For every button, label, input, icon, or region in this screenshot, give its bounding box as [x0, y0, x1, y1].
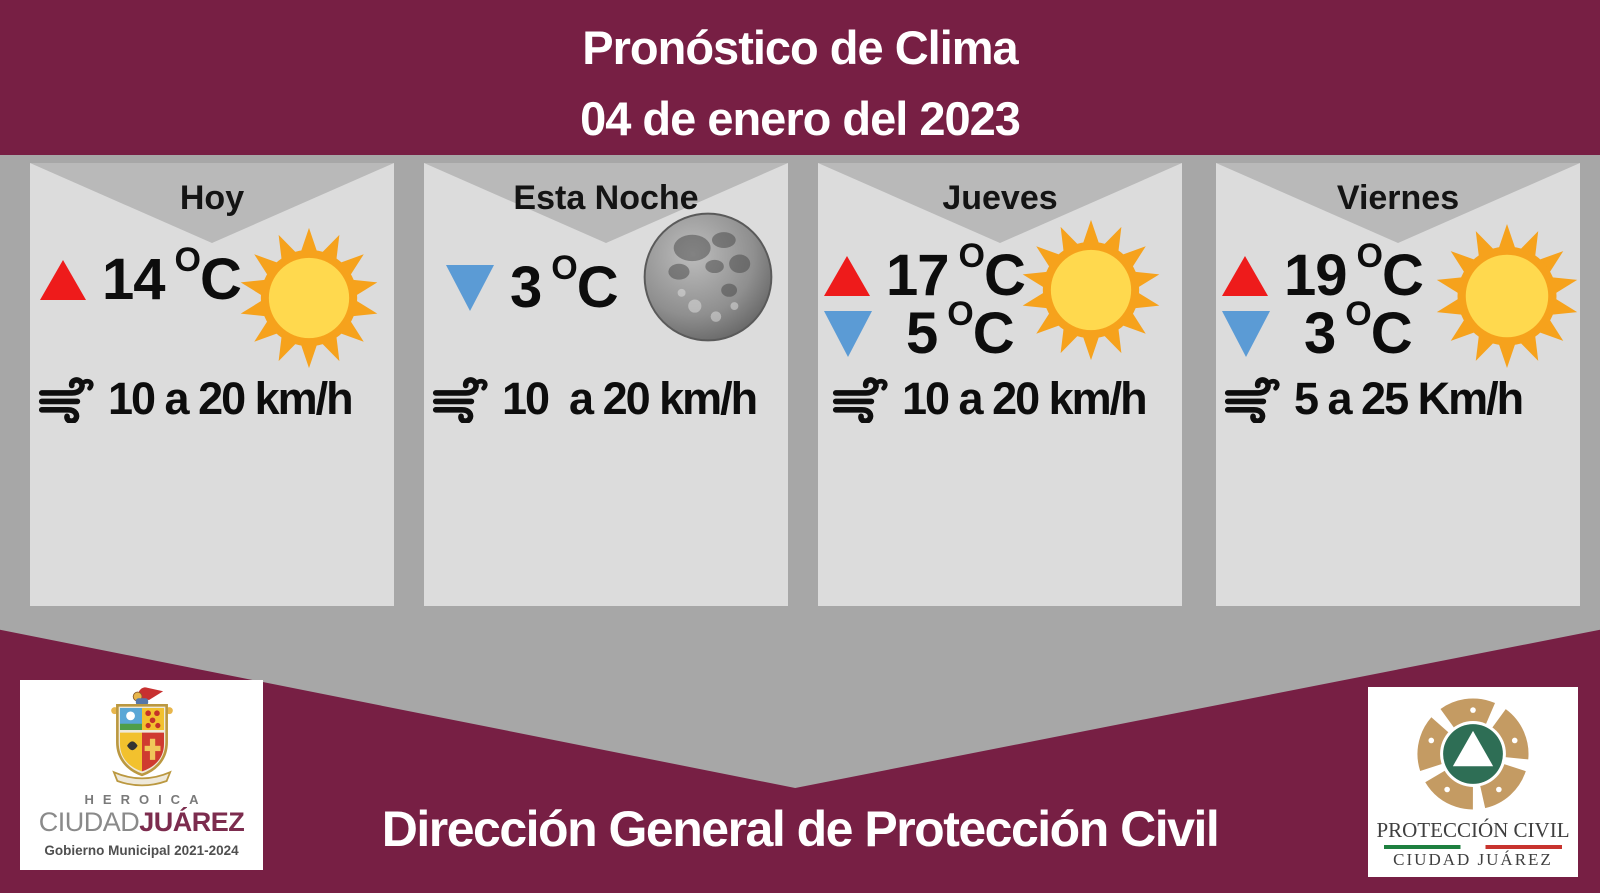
sun-icon — [1018, 217, 1164, 363]
temp-unit: C — [972, 301, 1015, 366]
wind-icon — [38, 376, 98, 423]
wind-row: 10 a 20 km/h — [832, 373, 1148, 425]
degree-sup: O — [551, 249, 577, 287]
proteccion-civil-logo: PROTECCIÓN CIVIL CIUDAD JUÁREZ — [1368, 687, 1578, 877]
up-triangle-icon — [824, 256, 870, 296]
up-triangle-icon — [1222, 256, 1268, 296]
city-logo-ciudad: CIUDAD — [38, 807, 140, 837]
wind-speed: 10 a 20 km/h — [502, 373, 758, 424]
temp-value: 3 — [1304, 301, 1336, 366]
temp-value: 14 — [102, 247, 166, 312]
low-temperature: 5 O C — [906, 297, 1015, 366]
low-temp-row: 5 O C — [824, 297, 1015, 366]
sun-icon — [236, 225, 382, 371]
wind-speed: 10 a 20 km/h — [108, 373, 354, 424]
tricolor-divider — [1384, 845, 1562, 849]
forecast-card-viernes: Viernes 19 O C 3 O C 5 a 25 Km/h — [1216, 163, 1580, 606]
forecast-card-hoy: Hoy 14 O C 10 a 20 km/h — [30, 163, 394, 606]
temp-unit: C — [1370, 301, 1413, 366]
day-label: Esta Noche — [513, 179, 699, 217]
temp-value: 19 — [1284, 243, 1348, 308]
wind-icon — [432, 376, 492, 423]
wind-speed: 5 a 25 Km/h — [1294, 373, 1524, 424]
city-logo-juarez: JUÁREZ — [139, 807, 245, 837]
temp-value: 17 — [886, 243, 950, 308]
city-coat-of-arms-icon — [109, 686, 174, 787]
wind-row: 10 a 20 km/h — [432, 373, 758, 425]
wind-row: 10 a 20 km/h — [38, 373, 354, 425]
degree-sup: O — [1356, 237, 1383, 275]
degree-sup: O — [174, 241, 201, 279]
degree-sup: O — [947, 295, 973, 333]
pc-logo-subtitle: CIUDAD JUÁREZ — [1393, 850, 1553, 869]
city-logo-government: Gobierno Municipal 2021-2024 — [44, 843, 239, 858]
footer-department-title: Dirección General de Protección Civil — [381, 801, 1220, 857]
header: Pronóstico de Clima 04 de enero del 2023 — [0, 12, 1600, 154]
city-juarez-logo: HEROICA CIUDADJUÁREZ Gobierno Municipal … — [20, 680, 263, 870]
up-triangle-icon — [40, 260, 86, 300]
sun-icon — [1432, 221, 1580, 371]
temp-value: 5 — [906, 301, 938, 366]
page-title: Pronóstico de Clima — [582, 21, 1018, 74]
degree-sup: O — [1345, 295, 1371, 333]
forecast-card-jueves: Jueves 17 O C 5 O C 10 a 20 km/h — [818, 163, 1182, 606]
wind-speed: 10 a 20 km/h — [902, 373, 1148, 424]
wind-icon — [1224, 376, 1284, 423]
low-temp-row: 3 O C — [446, 251, 619, 320]
city-logo-heroica: HEROICA — [84, 792, 208, 807]
pc-logo-title: PROTECCIÓN CIVIL — [1376, 818, 1570, 842]
high-temp-row: 14 O C — [40, 243, 242, 312]
down-triangle-icon — [824, 311, 872, 357]
proteccion-civil-emblem-icon — [1412, 693, 1534, 815]
high-temp-row: 17 O C — [824, 239, 1026, 308]
low-temperature: 3 O C — [1304, 297, 1413, 366]
high-temperature: 17 O C — [886, 239, 1026, 308]
low-temp-row: 3 O C — [1222, 297, 1413, 366]
forecast-date: 04 de enero del 2023 — [580, 92, 1021, 145]
temp-value: 3 — [510, 255, 542, 320]
down-triangle-icon — [1222, 311, 1270, 357]
high-temp-row: 19 O C — [1222, 239, 1424, 308]
temp-unit: C — [199, 247, 242, 312]
city-logo-name: CIUDADJUÁREZ — [20, 807, 263, 838]
wind-icon — [832, 376, 892, 423]
high-temperature: 14 O C — [102, 243, 242, 312]
low-temperature: 3 O C — [510, 251, 619, 320]
moon-icon — [643, 212, 773, 342]
degree-sup: O — [958, 237, 985, 275]
day-label: Viernes — [1336, 179, 1460, 217]
day-label: Hoy — [179, 179, 245, 217]
high-temperature: 19 O C — [1284, 239, 1424, 308]
temp-unit: C — [983, 243, 1026, 308]
wind-row: 5 a 25 Km/h — [1224, 373, 1524, 425]
down-triangle-icon — [446, 265, 494, 311]
forecast-card-esta-noche: Esta Noche 3 O C 10 a 20 km/h — [424, 163, 788, 606]
temp-unit: C — [576, 255, 619, 320]
day-label: Jueves — [942, 179, 1058, 217]
temp-unit: C — [1381, 243, 1424, 308]
